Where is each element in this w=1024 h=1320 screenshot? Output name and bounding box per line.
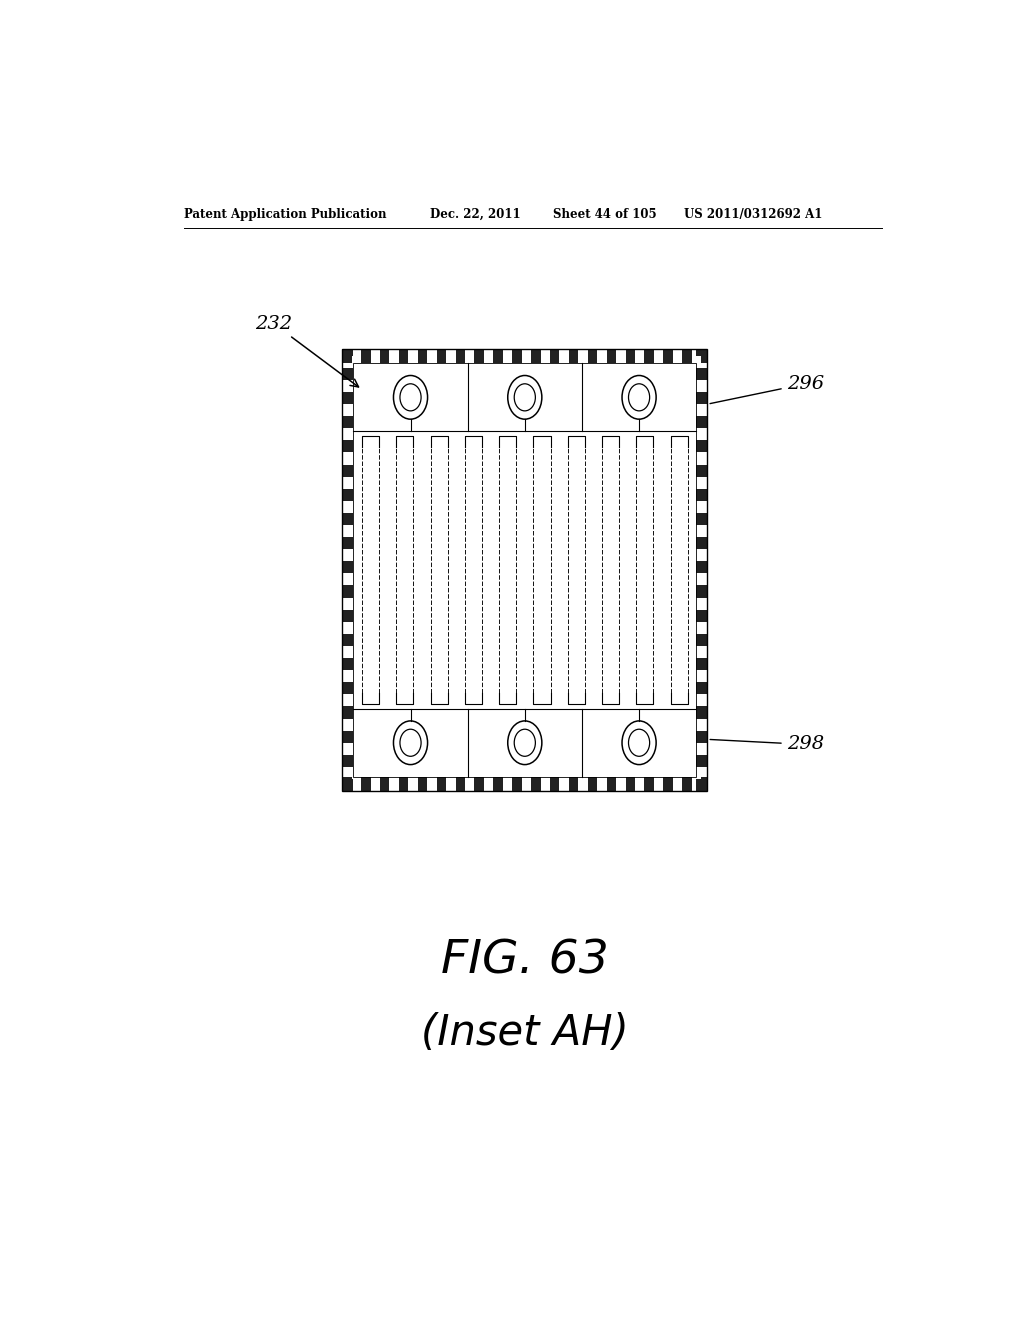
Bar (606, 348, 616, 363)
Bar (682, 348, 691, 363)
Bar (342, 441, 353, 453)
Text: Sheet 44 of 105: Sheet 44 of 105 (553, 207, 656, 220)
Bar (342, 488, 353, 500)
Bar (696, 586, 708, 598)
Bar (353, 363, 696, 777)
Bar (342, 348, 708, 791)
Bar (696, 392, 708, 404)
Bar (696, 561, 708, 573)
Bar (418, 777, 427, 791)
Bar (682, 777, 691, 791)
Bar (342, 659, 353, 671)
Bar (696, 441, 708, 453)
Bar (696, 465, 708, 477)
Text: FIG. 63: FIG. 63 (441, 939, 608, 983)
Bar (512, 777, 521, 791)
Bar (569, 777, 579, 791)
Bar (342, 465, 353, 477)
Text: (Inset AH): (Inset AH) (421, 1011, 629, 1053)
Bar (342, 537, 353, 549)
Bar (342, 392, 353, 404)
Bar (626, 348, 635, 363)
Bar (342, 348, 351, 363)
Bar (494, 777, 503, 791)
Bar (342, 513, 353, 525)
Bar (342, 586, 353, 598)
Bar (588, 348, 597, 363)
Bar (361, 777, 371, 791)
Bar (696, 610, 708, 622)
Bar (342, 731, 353, 743)
Bar (588, 777, 597, 791)
Bar (531, 777, 541, 791)
Bar (696, 416, 708, 428)
Bar (696, 779, 708, 791)
Bar (342, 368, 353, 380)
Bar (342, 755, 353, 767)
Bar (696, 368, 708, 380)
Text: US 2011/0312692 A1: US 2011/0312692 A1 (684, 207, 822, 220)
Bar (342, 634, 353, 645)
Bar (644, 777, 654, 791)
Bar (380, 348, 389, 363)
Text: Dec. 22, 2011: Dec. 22, 2011 (430, 207, 520, 220)
Text: Patent Application Publication: Patent Application Publication (183, 207, 386, 220)
Bar (644, 348, 654, 363)
Bar (696, 513, 708, 525)
Bar (342, 706, 353, 718)
Bar (696, 348, 708, 355)
Bar (456, 777, 465, 791)
Bar (418, 348, 427, 363)
Bar (696, 755, 708, 767)
Bar (474, 348, 484, 363)
Text: 232: 232 (255, 314, 358, 387)
Bar (626, 777, 635, 791)
Bar (696, 659, 708, 671)
Bar (664, 777, 673, 791)
Bar (342, 416, 353, 428)
Bar (696, 537, 708, 549)
Bar (399, 348, 409, 363)
Bar (456, 348, 465, 363)
Bar (342, 561, 353, 573)
Bar (664, 348, 673, 363)
Bar (361, 348, 371, 363)
Bar (342, 682, 353, 694)
Bar (696, 682, 708, 694)
Bar (569, 348, 579, 363)
Bar (380, 777, 389, 791)
Bar (531, 348, 541, 363)
Bar (342, 610, 353, 622)
Bar (696, 731, 708, 743)
Bar (342, 779, 353, 791)
Bar (436, 348, 446, 363)
Bar (399, 777, 409, 791)
Bar (701, 777, 708, 791)
Bar (342, 348, 353, 355)
Bar (701, 348, 708, 363)
Bar (550, 348, 559, 363)
Bar (342, 348, 708, 791)
Bar (436, 777, 446, 791)
Bar (494, 348, 503, 363)
Text: 296: 296 (710, 375, 824, 404)
Bar (550, 777, 559, 791)
Bar (342, 777, 351, 791)
Bar (696, 634, 708, 645)
Bar (606, 777, 616, 791)
Bar (696, 706, 708, 718)
Bar (696, 488, 708, 500)
Text: 298: 298 (710, 735, 824, 754)
Bar (512, 348, 521, 363)
Bar (474, 777, 484, 791)
